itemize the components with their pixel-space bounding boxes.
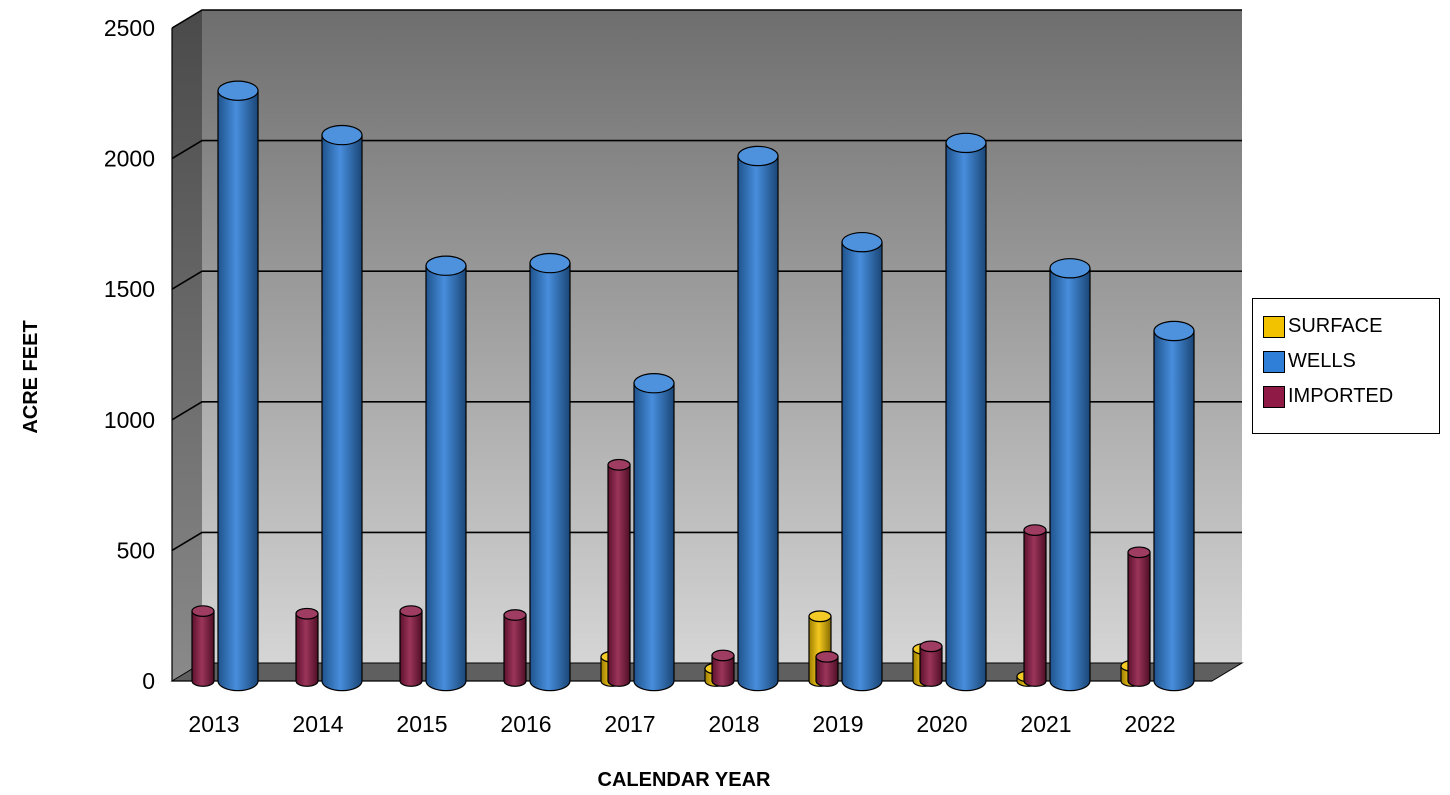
bar-imported-2013 xyxy=(191,605,215,687)
bar-cap xyxy=(1049,258,1091,279)
x-tick-label: 2018 xyxy=(708,711,759,737)
y-tick-label: 1000 xyxy=(104,407,155,433)
bar-body xyxy=(711,654,735,687)
bar-wells-2018 xyxy=(737,145,779,692)
x-axis-title: CALENDAR YEAR xyxy=(598,769,772,791)
y-tick-label: 500 xyxy=(117,537,155,563)
x-tick-labels: 2013 2014 2015 2016 2017 2018 2019 2020 2021 2022 xyxy=(188,711,1175,737)
legend-label-imported: IMPORTED xyxy=(1288,385,1394,407)
bar-wells-2022 xyxy=(1153,320,1195,692)
bar-imported-2020 xyxy=(919,640,943,687)
bar-cap xyxy=(607,458,631,471)
x-tick-label: 2020 xyxy=(916,711,967,737)
y-tick-label: 2500 xyxy=(104,15,155,41)
x-tick-label: 2015 xyxy=(396,711,447,737)
legend-swatch-imported xyxy=(1263,385,1285,408)
legend-item-wells: WELLS xyxy=(1253,344,1439,379)
legend-item-surface: SURFACE xyxy=(1253,309,1439,344)
bar-cap xyxy=(1023,524,1047,536)
bar-wells-2014 xyxy=(321,124,363,692)
bar-imported-2014 xyxy=(295,607,319,687)
bar-wells-2013 xyxy=(217,80,259,692)
bar-cap xyxy=(295,607,319,620)
bar-wells-2015 xyxy=(425,255,467,692)
x-tick-label: 2014 xyxy=(292,711,343,737)
legend-swatch-surface xyxy=(1263,315,1285,338)
gridline xyxy=(171,531,1242,552)
y-tick-labels: 0 500 1000 1500 2000 2500 xyxy=(104,15,155,694)
bar-wells-2019 xyxy=(841,231,883,692)
bar-imported-2015 xyxy=(399,605,423,687)
bar-body xyxy=(1049,267,1091,692)
x-tick-label: 2016 xyxy=(500,711,551,737)
bar-wells-2020 xyxy=(945,132,987,692)
bar-cap xyxy=(191,605,215,617)
bar-cap xyxy=(425,255,467,276)
bar-cap xyxy=(399,605,423,617)
bar-cap xyxy=(529,252,571,274)
bar-imported-2017 xyxy=(607,458,631,687)
gridline xyxy=(171,139,1242,160)
bar-body xyxy=(945,142,987,692)
bar-cap xyxy=(841,231,883,253)
bar-cap xyxy=(217,80,259,101)
legend-label-wells: WELLS xyxy=(1288,350,1356,372)
bar-body xyxy=(1127,551,1151,687)
gridline xyxy=(171,400,1242,421)
bar-cap xyxy=(737,145,779,167)
gridline xyxy=(171,270,1242,290)
x-tick-label: 2019 xyxy=(812,711,863,737)
y-axis-title: ACRE FEET xyxy=(20,320,42,433)
bar-cap xyxy=(808,610,832,623)
bar-imported-2021 xyxy=(1023,524,1047,687)
bar-imported-2022 xyxy=(1127,546,1151,687)
bar-imported-2016 xyxy=(503,609,527,687)
bar-imported-2018 xyxy=(711,649,735,687)
bar-imported-2019 xyxy=(815,650,839,687)
legend: SURFACE WELLS IMPORTED xyxy=(1252,298,1440,434)
bar-body xyxy=(529,262,571,692)
bar-cap xyxy=(815,650,839,663)
legend-item-imported: IMPORTED xyxy=(1253,379,1439,414)
bar-body xyxy=(425,265,467,692)
bar-cap xyxy=(1153,320,1195,342)
x-tick-label: 2022 xyxy=(1124,711,1175,737)
bar-wells-2016 xyxy=(529,252,571,692)
bar-body xyxy=(399,610,423,687)
bar-body xyxy=(1023,529,1047,687)
bar-cap xyxy=(321,124,363,146)
bar-body xyxy=(321,134,363,692)
x-tick-label: 2021 xyxy=(1020,711,1071,737)
bar-body xyxy=(1153,330,1195,692)
bar-cap xyxy=(711,649,735,662)
y-tick-label: 1500 xyxy=(104,276,155,302)
side-wall xyxy=(172,10,202,681)
bar-body xyxy=(217,90,259,692)
bar-body xyxy=(295,613,319,687)
bar-cap xyxy=(633,373,675,394)
bar-body xyxy=(633,382,675,692)
bar-cap xyxy=(503,609,527,621)
bar-wells-2017 xyxy=(633,373,675,692)
x-tick-label: 2017 xyxy=(604,711,655,737)
legend-label-surface: SURFACE xyxy=(1288,315,1383,337)
bar-body xyxy=(503,614,527,687)
bar-body xyxy=(815,656,839,687)
bar-body xyxy=(607,464,631,687)
bar-cap xyxy=(945,132,987,154)
bar-body xyxy=(737,155,779,692)
bar-body xyxy=(841,241,883,692)
legend-swatch-wells xyxy=(1263,350,1285,373)
bars-layer xyxy=(191,80,1195,692)
y-tick-label: 2000 xyxy=(104,146,155,172)
y-tick-label: 0 xyxy=(142,668,155,694)
bar-cap xyxy=(919,640,943,653)
bar-wells-2021 xyxy=(1049,258,1091,692)
bar-cap xyxy=(1127,546,1151,559)
x-tick-label: 2013 xyxy=(188,711,239,737)
bar-body xyxy=(919,645,943,687)
gridline xyxy=(171,9,1242,29)
bar-body xyxy=(191,610,215,687)
